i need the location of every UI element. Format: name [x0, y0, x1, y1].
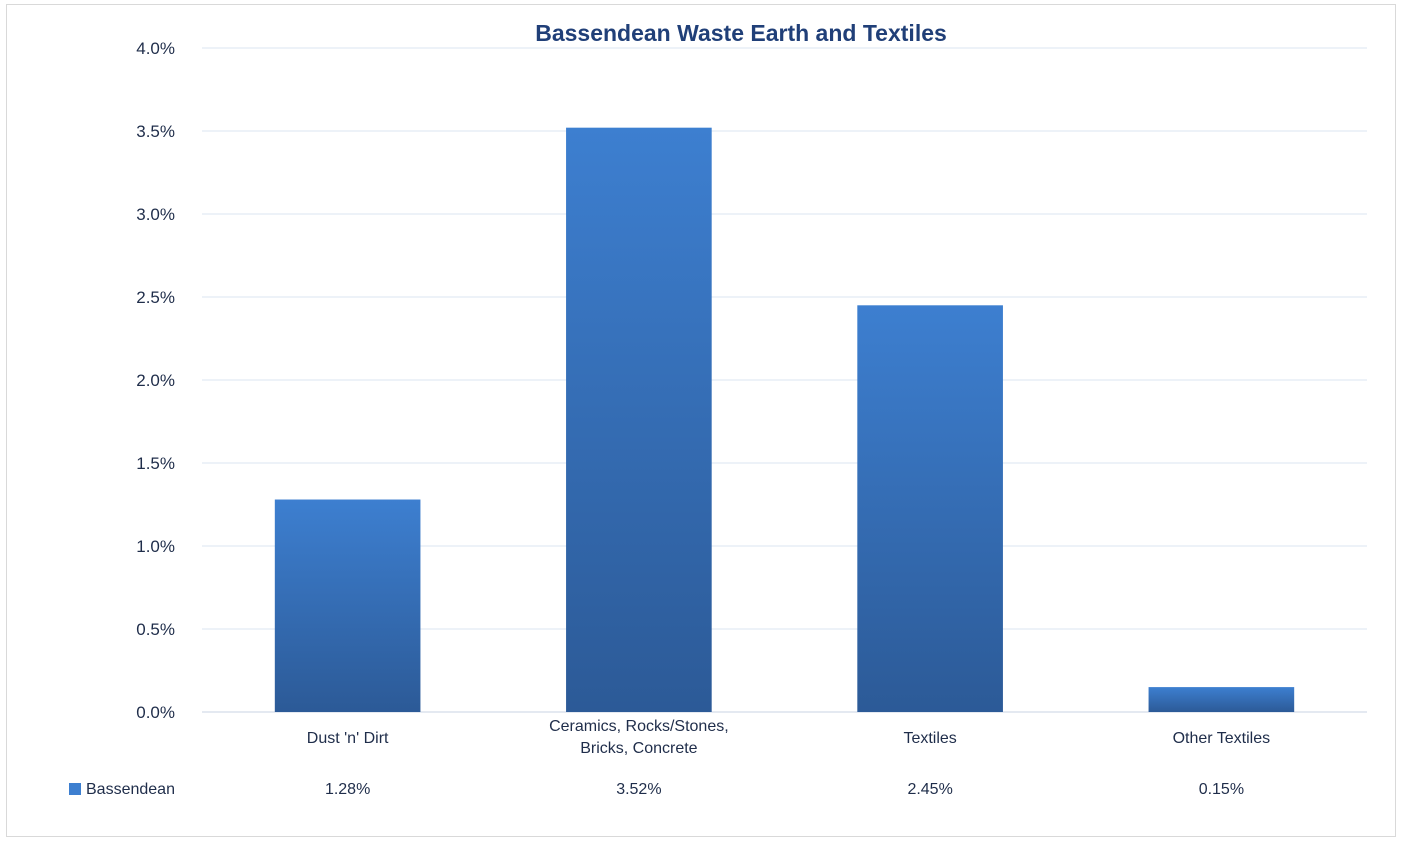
- y-axis-ticks: 0.0% 0.5% 1.0% 1.5% 2.0% 2.5% 3.0% 3.5% 4.0%: [136, 39, 175, 722]
- y-tick-label: 4.0%: [136, 39, 175, 58]
- x-category-label: Dust 'n' Dirt: [307, 730, 389, 747]
- x-category-label-line: Textiles: [903, 730, 956, 747]
- chart-container: 0.0% 0.5% 1.0% 1.5% 2.0% 2.5% 3.0% 3.5% 4.0% Dus…: [6, 4, 1396, 837]
- x-category-label-line: Other Textiles: [1173, 730, 1271, 747]
- y-tick-label: 1.5%: [136, 454, 175, 473]
- data-label: 2.45%: [907, 781, 952, 798]
- bar: [857, 305, 1003, 712]
- x-category-label-line: Ceramics, Rocks/Stones,: [549, 718, 729, 735]
- x-category-label: Ceramics, Rocks/Stones, Bricks, Concrete: [549, 718, 729, 757]
- bar: [566, 127, 712, 713]
- y-tick-label: 2.0%: [136, 371, 175, 390]
- data-label: 0.15%: [1199, 781, 1244, 798]
- bars: [274, 127, 1295, 713]
- y-tick-label: 1.0%: [136, 537, 175, 556]
- bar: [1148, 687, 1295, 712]
- legend-swatch: [69, 783, 81, 795]
- data-label: 3.52%: [616, 781, 661, 798]
- y-tick-label: 0.0%: [136, 703, 175, 722]
- x-category-label: Textiles: [903, 730, 956, 747]
- data-label: 1.28%: [325, 781, 370, 798]
- bar: [274, 499, 421, 712]
- y-tick-label: 3.5%: [136, 122, 175, 141]
- x-category-label-line: Dust 'n' Dirt: [307, 730, 389, 747]
- y-tick-label: 3.0%: [136, 205, 175, 224]
- x-category-label: Other Textiles: [1173, 730, 1271, 747]
- x-axis-categories: Dust 'n' Dirt Ceramics, Rocks/Stones, Bric…: [307, 718, 1270, 757]
- x-category-label-line: Bricks, Concrete: [580, 740, 697, 757]
- y-tick-label: 0.5%: [136, 620, 175, 639]
- data-table: Bassendean 1.28% 3.52% 2.45% 0.15%: [69, 781, 1244, 798]
- y-tick-label: 2.5%: [136, 288, 175, 307]
- bar-chart: 0.0% 0.5% 1.0% 1.5% 2.0% 2.5% 3.0% 3.5% 4.0% Dus…: [69, 20, 1367, 798]
- chart-title: Bassendean Waste Earth and Textiles: [535, 20, 947, 46]
- legend-label: Bassendean: [86, 781, 175, 798]
